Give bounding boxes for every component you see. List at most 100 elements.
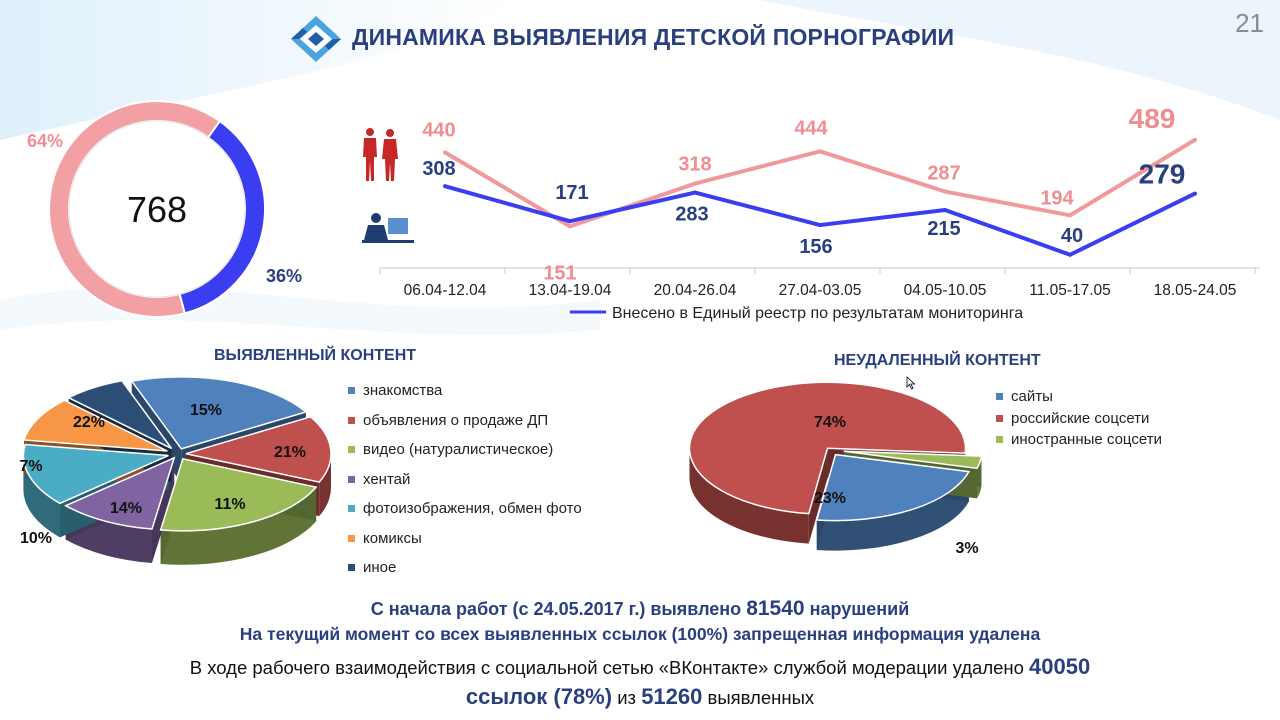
undeleted-content-legend: сайты российские соцсети иностранные соцсе… xyxy=(996,386,1162,451)
x-tick-label: 11.05-17.05 xyxy=(1029,282,1111,299)
x-tick-label: 20.04-26.04 xyxy=(654,282,737,299)
detected-content-pie-value-label: 15% xyxy=(190,402,222,419)
legend-swatch xyxy=(348,534,355,542)
legend-swatch xyxy=(996,393,1003,401)
detected-content-pie-value-label: 14% xyxy=(110,500,142,517)
footer-total-line: С начала работ (с 24.05.2017 г.) выявлен… xyxy=(0,597,1280,621)
detected-content-legend-item: фотоизображения, обмен фото xyxy=(348,494,582,524)
undeleted-content-legend-item: иностранные соцсети xyxy=(996,429,1162,451)
detected-content-pie-slice xyxy=(64,456,176,530)
detected-content-pie-value-label: 22% xyxy=(73,414,105,431)
undeleted-content-title: НЕУДАЛЕННЫЙ КОНТЕНТ xyxy=(834,352,1041,369)
donut-total: 768 xyxy=(127,189,187,230)
detected-content-legend: знакомства объявления о продаже ДП видео (… xyxy=(348,376,582,583)
line-data-label: 151 xyxy=(543,262,576,284)
line-point xyxy=(1193,137,1197,142)
legend-swatch xyxy=(348,446,355,454)
legend-swatch xyxy=(348,416,355,424)
line-data-label: 171 xyxy=(555,182,588,204)
line-point xyxy=(693,190,697,195)
footer-total-text-c: нарушений xyxy=(804,599,910,619)
footer-total-number: 81540 xyxy=(746,597,805,620)
undeleted-content-legend-item: сайты xyxy=(996,386,1162,408)
line-point xyxy=(443,150,447,155)
line-data-label: 194 xyxy=(1040,187,1074,209)
legend-label: знакомства xyxy=(363,382,443,400)
line-point xyxy=(1193,191,1197,196)
footer-vk-line: В ходе рабочего взаимодействия с социаль… xyxy=(0,654,1280,680)
detected-content-pie-value-label: 11% xyxy=(214,496,245,513)
detected-content-pie: 22% 15% 21% 11% 14% 10% 7% xyxy=(19,376,332,565)
detected-content-pie-value-label: 7% xyxy=(19,458,42,475)
computer-user-icon xyxy=(362,213,414,243)
detected-content-pie-value-label: 10% xyxy=(20,530,52,547)
line-point xyxy=(943,189,947,194)
detected-content-pie-slice xyxy=(66,379,173,450)
undeleted-content-pie-slice-edge xyxy=(808,448,828,544)
undeleted-content-pie-value-label: 74% xyxy=(814,414,846,431)
line-data-label: 440 xyxy=(422,119,455,141)
x-tick-label: 18.05-24.05 xyxy=(1154,282,1237,299)
line-point xyxy=(943,207,947,212)
detected-content-pie-slice xyxy=(185,416,332,483)
line-point xyxy=(568,219,572,224)
x-tick-label: 04.05-10.05 xyxy=(904,282,987,299)
detected-content-legend-item: комиксы xyxy=(348,524,582,554)
detected-content-legend-item: объявления о продаже ДП xyxy=(348,406,582,436)
undeleted-content-pie-slice xyxy=(843,450,983,470)
legend-label: иностранные соцсети xyxy=(1011,431,1162,449)
weekly-line-chart: 06.04-12.04 13.04-19.04 20.04-26.04 27.04-0… xyxy=(362,103,1260,322)
footer-total-text-a: С начала работ (с 24.05.2017 г.) выявлен… xyxy=(370,599,747,619)
line-data-label: 283 xyxy=(675,204,708,226)
legend-label: объявления о продаже ДП xyxy=(363,411,549,429)
x-tick-label: 06.04-12.04 xyxy=(404,282,487,299)
legend-label: видео (натуралистическое) xyxy=(363,441,554,459)
detected-content-legend-item: иное xyxy=(348,553,582,583)
people-icon xyxy=(363,128,398,181)
legend-label: иное xyxy=(363,559,397,577)
legend-label: сайты xyxy=(1011,388,1053,406)
line-data-label: 156 xyxy=(799,236,832,258)
detected-content-legend-item: хентай xyxy=(348,465,582,495)
line-point xyxy=(693,181,697,186)
undeleted-content-pie-slice xyxy=(815,453,971,522)
legend-label: хентай xyxy=(363,470,411,488)
legend-label: комиксы xyxy=(363,529,422,547)
donut-label-blue: 36% xyxy=(266,266,302,286)
line-point xyxy=(443,184,447,189)
detected-content-pie-slice xyxy=(159,457,318,532)
x-tick-label: 27.04-03.05 xyxy=(779,282,862,299)
footer-vk-links-percent: ссылок (78%) xyxy=(465,684,613,709)
legend-swatch xyxy=(348,505,355,513)
detected-content-pie-value-label: 21% xyxy=(274,444,306,461)
detected-content-pie-slice xyxy=(130,376,308,450)
footer-vk-text-from: из xyxy=(612,687,642,708)
undeleted-content-pie-slice xyxy=(688,381,967,515)
footer-vk-text-detected: выявленных xyxy=(702,687,815,708)
legend-swatch xyxy=(996,436,1003,444)
page-title: ДИНАМИКА ВЫЯВЛЕНИЯ ДЕТСКОЙ ПОРНОГРАФИИ xyxy=(352,24,955,50)
legend-label: российские соцсети xyxy=(1011,409,1150,427)
undeleted-content-pie: 23% 74% 3% xyxy=(688,381,983,557)
legend-swatch xyxy=(348,475,355,483)
legend-swatch xyxy=(996,414,1003,422)
line-point xyxy=(1068,252,1072,257)
line-data-label: 287 xyxy=(927,163,960,185)
detected-content-pie-slice xyxy=(22,399,168,452)
footer-vk-detected-number: 51260 xyxy=(641,684,703,709)
roskomnadzor-logo xyxy=(291,16,341,62)
footer-vk-line-2: ссылок (78%) из 51260 выявленных xyxy=(0,684,1280,710)
footer-vk-text: В ходе рабочего взаимодействия с социаль… xyxy=(189,657,1030,678)
line-data-label: 279 xyxy=(1139,159,1186,190)
line-data-label: 215 xyxy=(927,218,960,240)
line-data-label: 489 xyxy=(1129,103,1176,134)
line-point xyxy=(568,224,572,229)
line-legend-label: Внесено в Единый реестр по результатам м… xyxy=(612,305,1023,322)
total-donut-chart: 768 64% 36% xyxy=(27,100,302,318)
legend-label: фотоизображения, обмен фото xyxy=(363,500,582,518)
undeleted-content-pie-slice-side xyxy=(689,448,809,544)
legend-swatch xyxy=(348,564,355,572)
detected-content-title: ВЫЯВЛЕННЫЙ КОНТЕНТ xyxy=(214,347,417,364)
detected-content-legend-item: видео (натуралистическое) xyxy=(348,435,582,465)
line-point xyxy=(818,149,822,154)
